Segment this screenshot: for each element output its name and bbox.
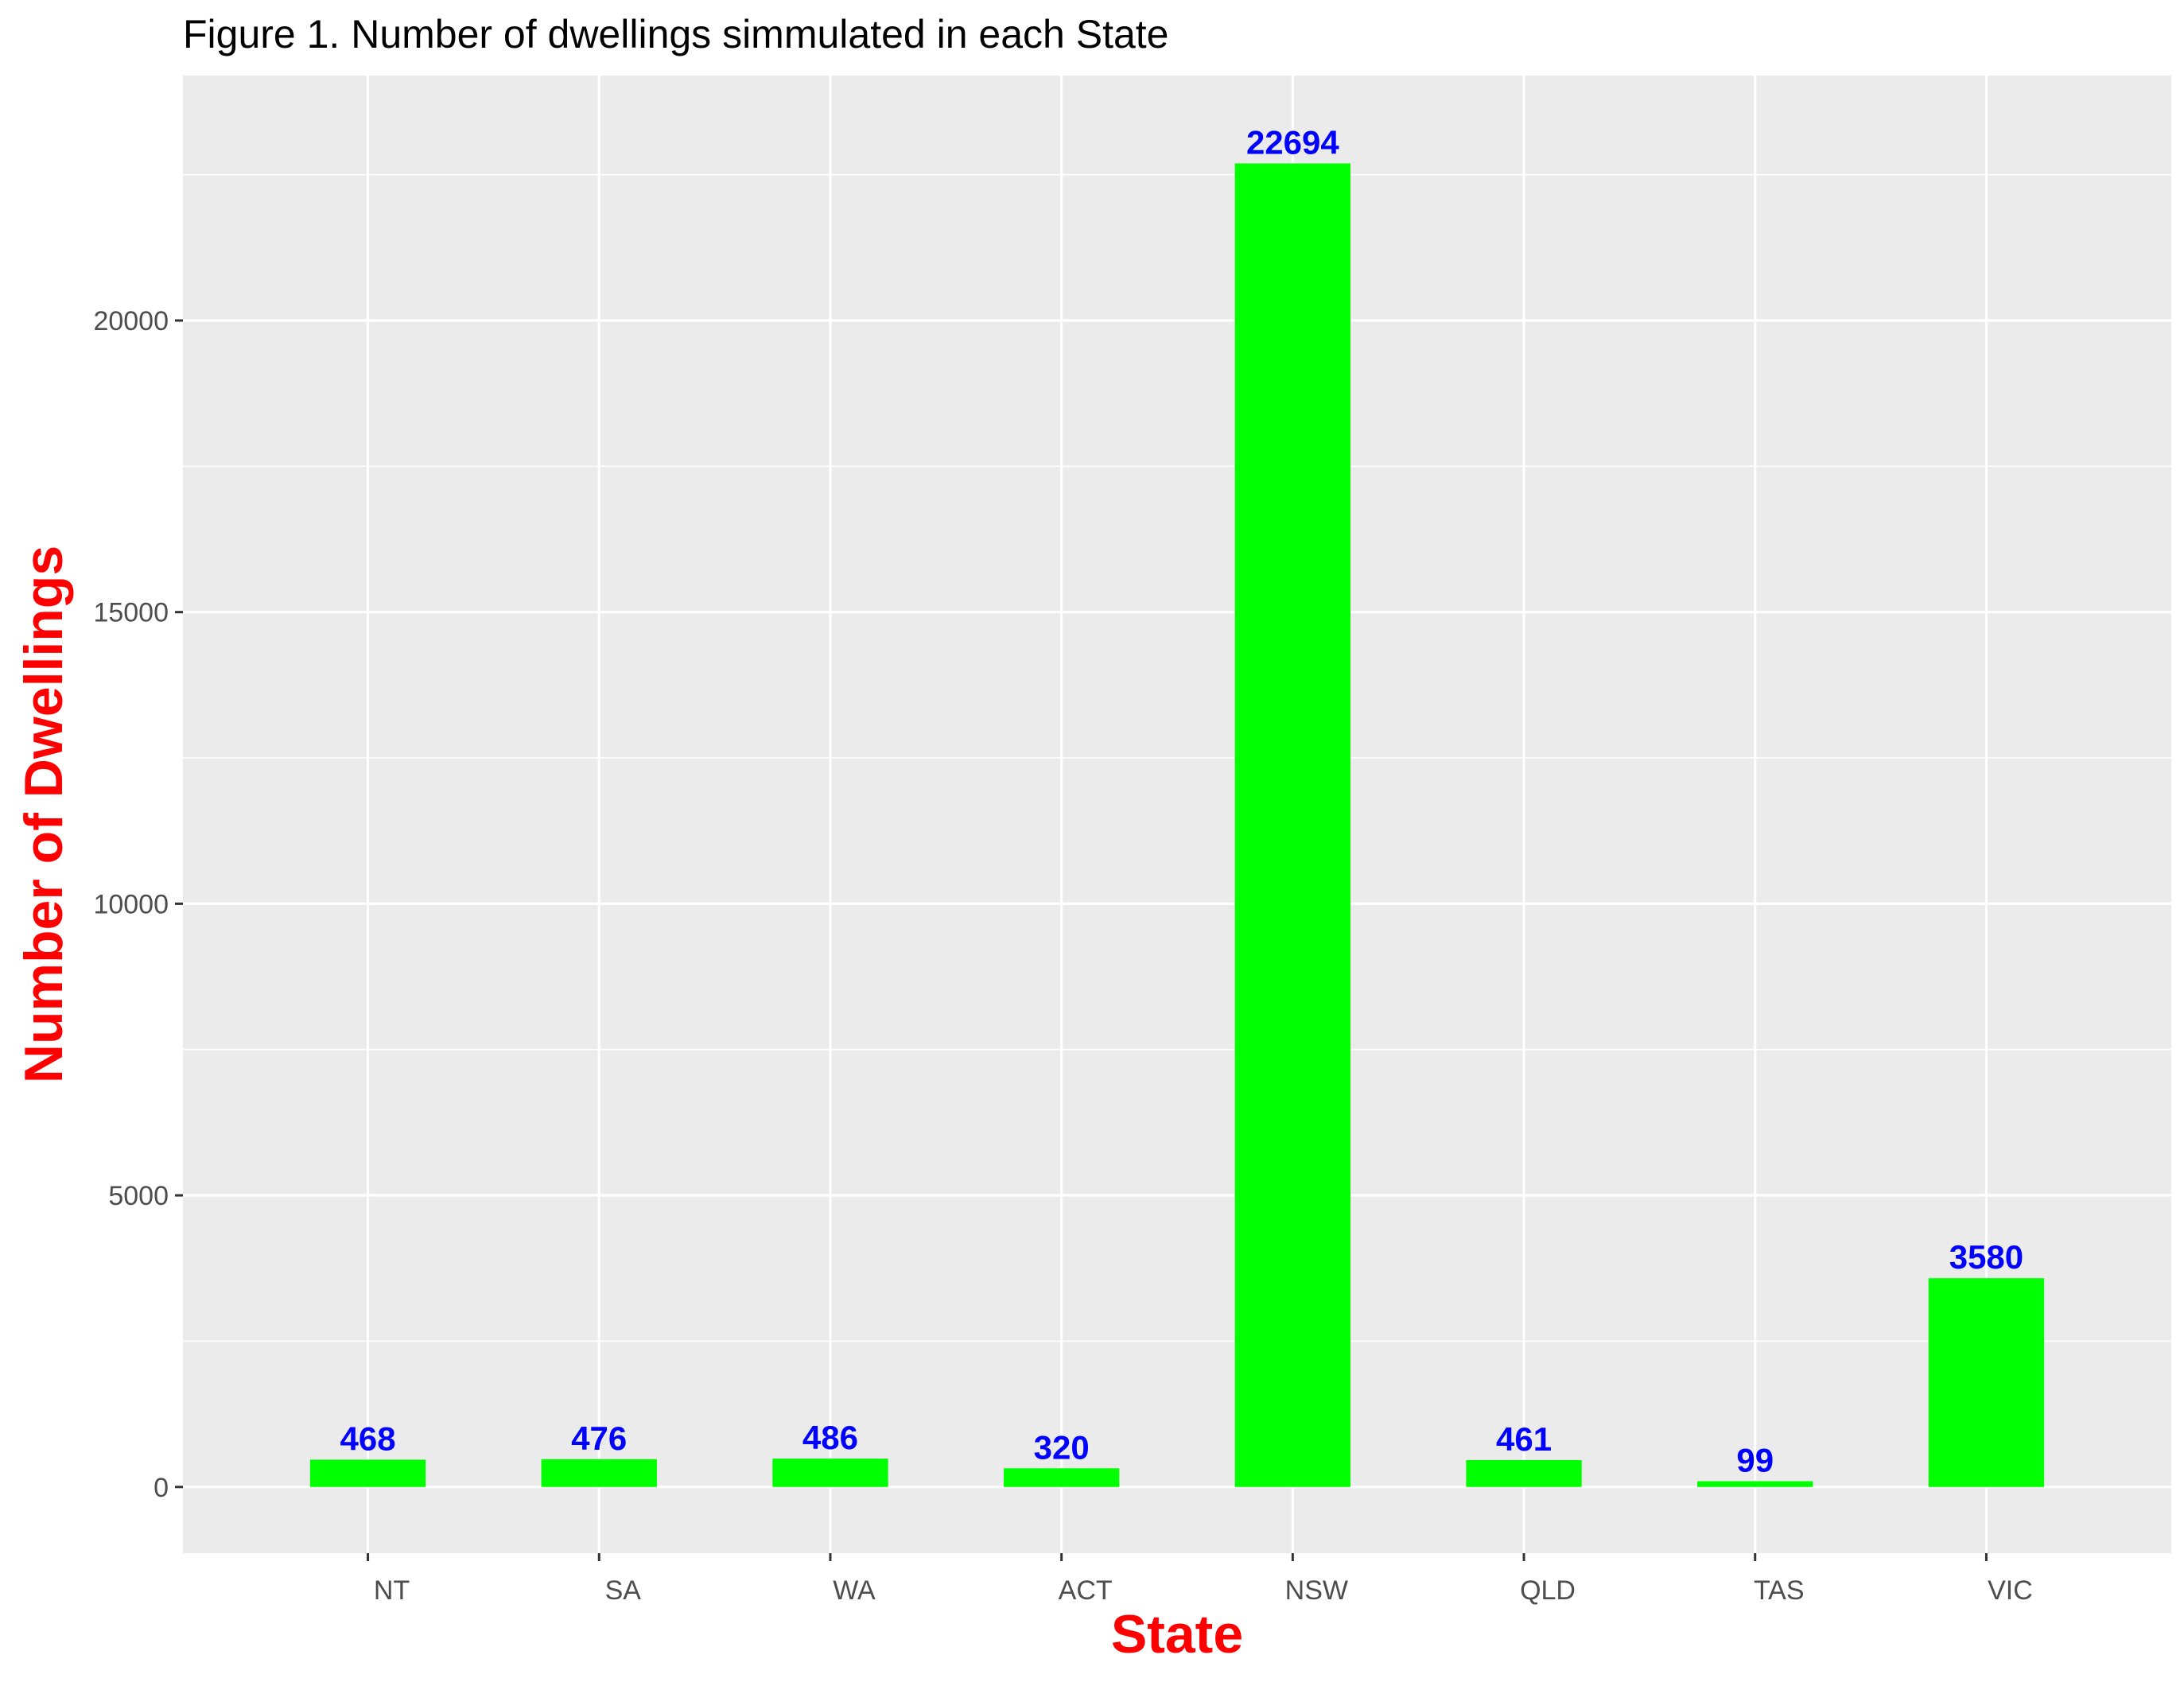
x-tick-label: ACT bbox=[1059, 1575, 1113, 1606]
chart-title: Figure 1. Number of dwellings simmulated… bbox=[183, 12, 1168, 56]
y-tick-label: 15000 bbox=[93, 598, 169, 628]
grid-major bbox=[183, 76, 2171, 1553]
y-tick-label: 10000 bbox=[93, 889, 169, 919]
x-tick-label: VIC bbox=[1988, 1575, 2033, 1606]
y-tick-label: 20000 bbox=[93, 306, 169, 336]
data-label-vic: 3580 bbox=[1949, 1238, 2023, 1276]
x-axis: NT SA WA ACT NSW QLD TAS VIC bbox=[367, 1553, 2033, 1606]
data-label-nt: 468 bbox=[340, 1420, 396, 1457]
data-label-wa: 486 bbox=[802, 1419, 858, 1456]
y-tick-label: 0 bbox=[154, 1473, 169, 1503]
plot-panel bbox=[183, 76, 2171, 1553]
x-tick-label: WA bbox=[833, 1575, 876, 1606]
x-tick-label: SA bbox=[605, 1575, 642, 1606]
bar-vic bbox=[1928, 1278, 2045, 1487]
data-label-sa: 476 bbox=[571, 1420, 627, 1457]
bar-sa bbox=[541, 1459, 657, 1487]
bar-nsw bbox=[1234, 163, 1351, 1487]
bar-qld bbox=[1466, 1459, 1582, 1487]
x-axis-title: State bbox=[1111, 1604, 1243, 1665]
data-label-nsw: 22694 bbox=[1246, 123, 1339, 161]
bar-act bbox=[1003, 1468, 1120, 1487]
bar-wa bbox=[772, 1459, 888, 1487]
y-axis-title: Number of Dwellings bbox=[14, 546, 74, 1083]
bar-nt bbox=[309, 1459, 426, 1487]
grid-minor bbox=[183, 173, 2171, 1342]
bar-tas bbox=[1697, 1481, 1813, 1487]
x-tick-label: TAS bbox=[1754, 1575, 1805, 1606]
y-axis: 0 5000 10000 15000 20000 bbox=[93, 306, 183, 1503]
x-tick-label: QLD bbox=[1520, 1575, 1576, 1606]
y-tick-label: 5000 bbox=[108, 1181, 169, 1211]
data-label-qld: 461 bbox=[1496, 1420, 1552, 1458]
data-label-act: 320 bbox=[1034, 1428, 1090, 1466]
data-labels: 468 476 486 320 22694 461 99 3580 bbox=[340, 123, 2024, 1478]
x-tick-label: NSW bbox=[1285, 1575, 1348, 1606]
x-tick-label: NT bbox=[374, 1575, 410, 1606]
bars bbox=[309, 163, 2045, 1487]
data-label-tas: 99 bbox=[1736, 1442, 1774, 1479]
